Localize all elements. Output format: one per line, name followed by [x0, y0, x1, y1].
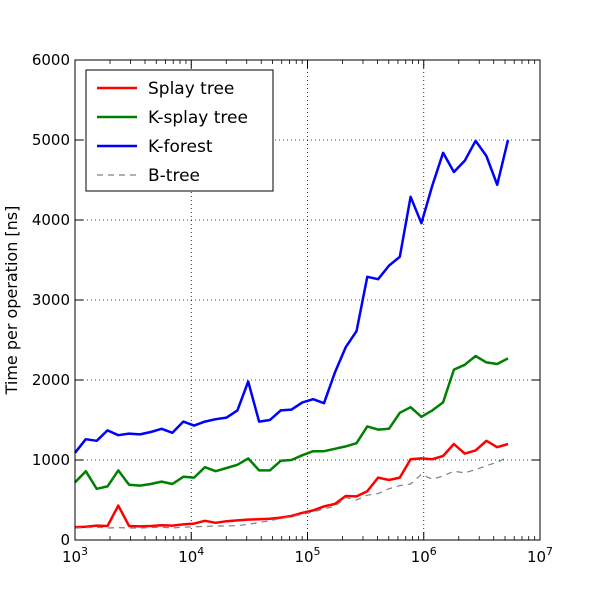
series-line-k-forest — [74, 139, 510, 454]
y-tick-label: 4000 — [32, 211, 70, 229]
x-tick-label: 103 — [62, 545, 88, 566]
y-axis-label: Time per operation [ns] — [2, 206, 21, 396]
legend-box — [85, 69, 274, 192]
legend-label: K-splay tree — [148, 108, 248, 128]
x-tick-label: 105 — [294, 545, 320, 566]
legend-label: B-tree — [148, 166, 200, 186]
y-tick-label: 5000 — [32, 131, 70, 149]
x-tick-label: 107 — [527, 545, 553, 566]
tick-labels: 103 104 105 106 107 0 1000 2000 3000 4000 5000 6000 — [32, 51, 553, 566]
series-line-splay-tree — [74, 439, 509, 529]
y-tick-label: 6000 — [32, 51, 70, 69]
series-group — [74, 139, 510, 529]
y-tick-label: 1000 — [32, 451, 70, 469]
y-tick-label: 0 — [60, 531, 70, 549]
x-tick-label: 104 — [178, 545, 204, 566]
series-line-k-splay-tree — [74, 354, 509, 491]
legend-label: Splay tree — [148, 79, 234, 99]
y-tick-label: 2000 — [32, 371, 70, 389]
ticks — [74, 59, 541, 541]
legend-label: K-forest — [148, 137, 213, 157]
x-tick-label: 106 — [411, 545, 437, 566]
y-tick-label: 3000 — [32, 291, 70, 309]
legend: Splay tree K-splay tree K-forest B-tree — [85, 69, 274, 192]
